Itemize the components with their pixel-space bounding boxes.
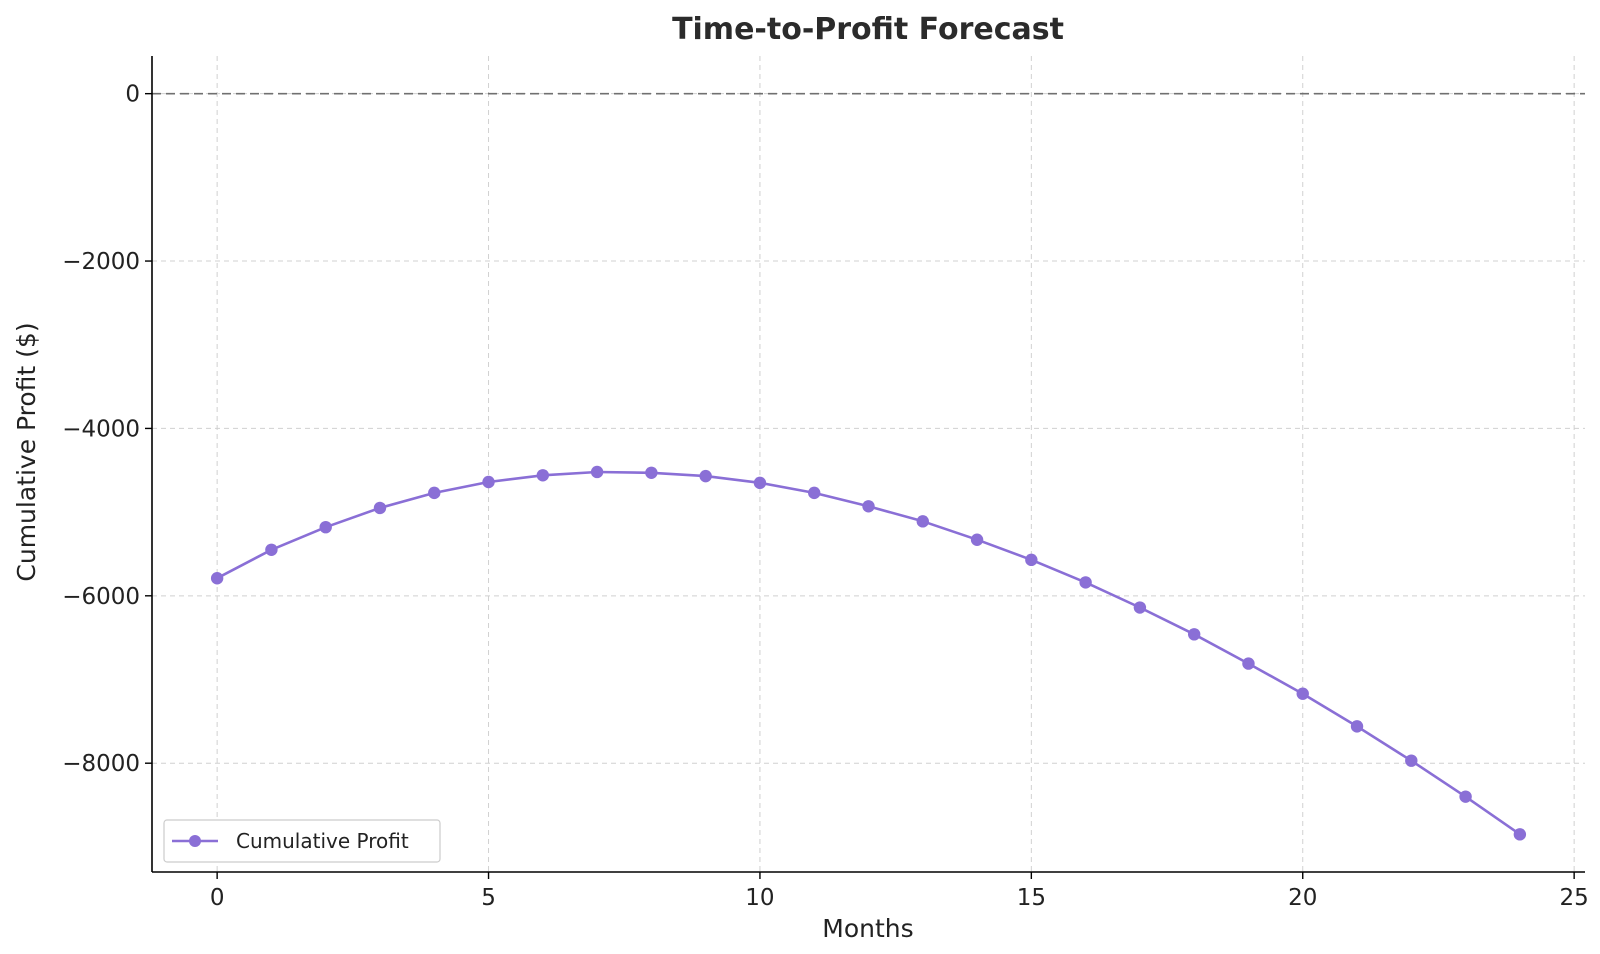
data-point <box>1459 790 1472 803</box>
data-point <box>210 572 224 585</box>
data-point <box>1296 687 1309 700</box>
x-tick-label: 10 <box>745 885 774 911</box>
data-point <box>1025 553 1038 567</box>
data-point <box>1133 601 1147 614</box>
y-tick-label: 0 <box>125 82 140 108</box>
data-point <box>645 466 658 479</box>
data-point <box>536 469 550 482</box>
series-line-cumulative-profit <box>216 470 1521 836</box>
legend-marker-swatch <box>189 835 201 847</box>
legend: Cumulative Profit <box>163 819 441 863</box>
data-point <box>428 486 441 500</box>
data-point <box>1513 828 1527 841</box>
grid-layer <box>152 56 1585 872</box>
legend-box <box>163 819 441 863</box>
y-tick-label: −8000 <box>62 751 140 777</box>
legend-entry-cumulative-profit: Cumulative Profit <box>236 829 409 853</box>
data-point <box>970 533 984 546</box>
data-point <box>808 486 821 500</box>
data-point <box>373 501 387 515</box>
data-point <box>862 500 875 513</box>
x-tick-label: 20 <box>1288 885 1317 911</box>
data-point <box>590 465 604 479</box>
data-point <box>699 469 712 483</box>
x-tick-label: 5 <box>481 885 496 911</box>
data-point <box>1405 754 1418 767</box>
data-point <box>1079 576 1092 589</box>
data-point <box>753 476 767 490</box>
y-tick-label: −2000 <box>62 249 140 275</box>
data-point <box>1350 720 1364 733</box>
x-tick-label: 15 <box>1017 885 1046 911</box>
axes-layer: 0 5 10 15 20 25 0 −2000 −4000 −6000 −8000 <box>62 56 1589 911</box>
data-point <box>1242 657 1255 670</box>
x-axis-label: Months <box>822 914 913 943</box>
x-tick-label: 25 <box>1560 885 1589 911</box>
data-point <box>1187 628 1201 641</box>
data-point <box>482 475 495 489</box>
y-axis-label: Cumulative Profit ($) <box>12 322 41 581</box>
y-tick-label: −6000 <box>62 584 140 610</box>
series-layer <box>210 465 1527 841</box>
data-point <box>319 520 332 534</box>
data-point <box>916 515 929 528</box>
x-tick-label: 0 <box>210 885 225 911</box>
y-tick-label: −4000 <box>62 416 140 442</box>
chart-title: Time-to-Profit Forecast <box>672 12 1064 47</box>
data-point <box>265 543 278 556</box>
